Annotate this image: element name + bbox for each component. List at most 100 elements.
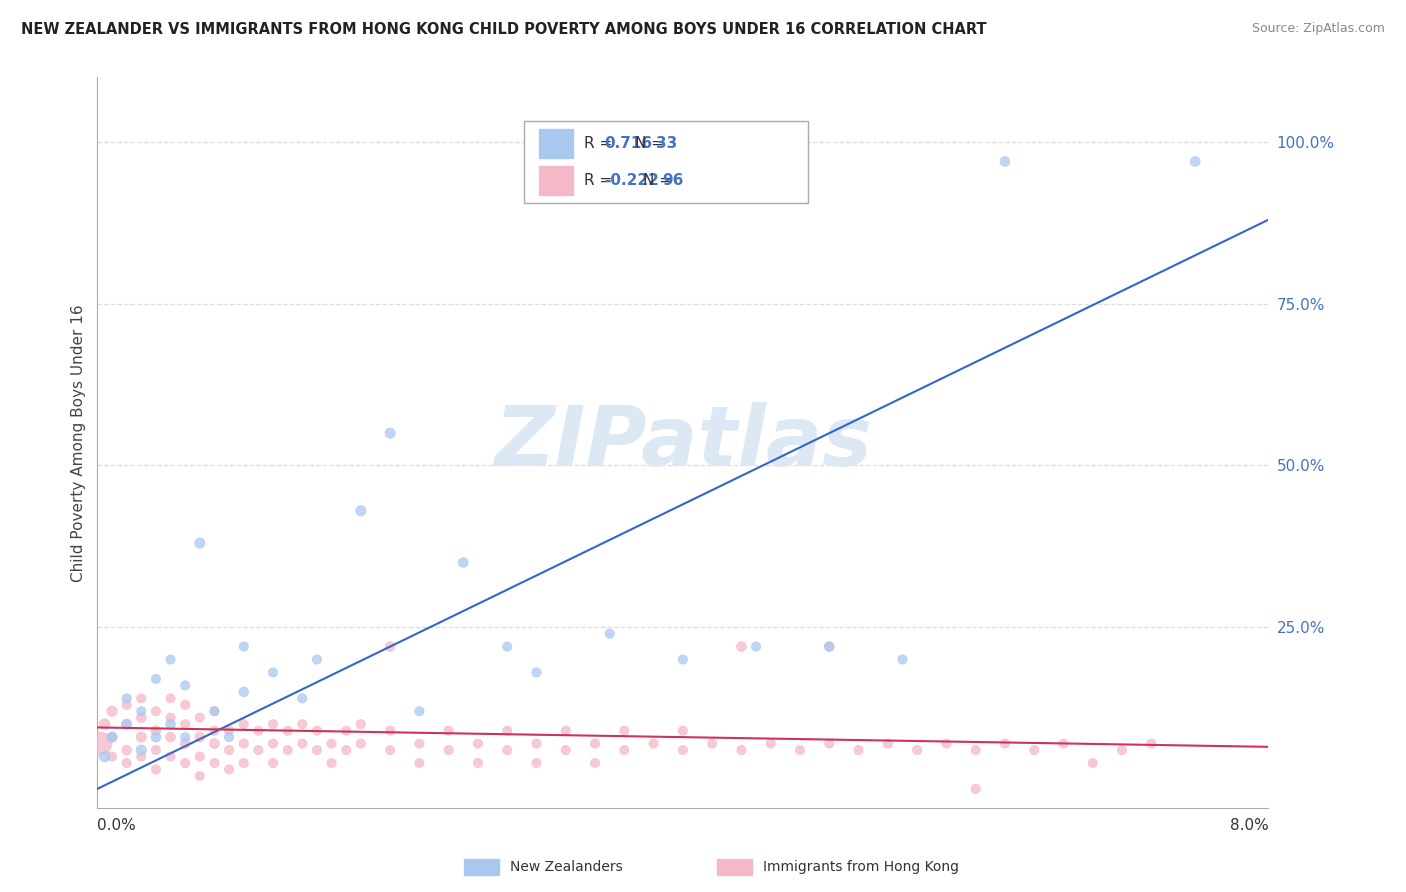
Point bbox=[159, 691, 181, 706]
Text: New Zealanders: New Zealanders bbox=[510, 860, 623, 874]
Point bbox=[554, 723, 576, 738]
Text: R =: R = bbox=[583, 136, 617, 151]
Point bbox=[247, 723, 270, 738]
Point bbox=[204, 704, 226, 718]
Text: 96: 96 bbox=[662, 173, 683, 188]
Point bbox=[232, 685, 254, 699]
Point bbox=[129, 730, 152, 744]
Point bbox=[583, 756, 606, 770]
Point bbox=[247, 743, 270, 757]
Point bbox=[232, 756, 254, 770]
Point bbox=[613, 743, 636, 757]
Point bbox=[1184, 154, 1206, 169]
Point bbox=[305, 723, 328, 738]
Point bbox=[159, 652, 181, 666]
Point bbox=[115, 691, 138, 706]
Point bbox=[350, 737, 373, 751]
Point bbox=[115, 717, 138, 731]
Point bbox=[643, 737, 665, 751]
Point bbox=[145, 704, 167, 718]
Point bbox=[994, 737, 1017, 751]
Point bbox=[526, 737, 548, 751]
Point bbox=[262, 665, 284, 680]
Point bbox=[174, 717, 197, 731]
Point bbox=[335, 723, 357, 738]
Point bbox=[188, 769, 211, 783]
Point bbox=[672, 743, 695, 757]
Point bbox=[218, 763, 240, 777]
Point bbox=[350, 504, 373, 518]
Point bbox=[115, 756, 138, 770]
Point bbox=[378, 426, 401, 441]
Point bbox=[321, 756, 343, 770]
Point bbox=[745, 640, 768, 654]
Point bbox=[437, 743, 460, 757]
Point bbox=[232, 640, 254, 654]
Point bbox=[818, 640, 841, 654]
Point bbox=[188, 749, 211, 764]
Point bbox=[129, 691, 152, 706]
Point bbox=[174, 756, 197, 770]
Point bbox=[145, 723, 167, 738]
Point bbox=[129, 704, 152, 718]
Text: N =: N = bbox=[644, 173, 678, 188]
Point bbox=[554, 743, 576, 757]
Point bbox=[1081, 756, 1104, 770]
Point bbox=[159, 711, 181, 725]
Point bbox=[730, 743, 752, 757]
Point bbox=[204, 704, 226, 718]
Point bbox=[672, 652, 695, 666]
Point bbox=[818, 640, 841, 654]
Point bbox=[218, 743, 240, 757]
Text: -0.222: -0.222 bbox=[603, 173, 658, 188]
Point bbox=[1140, 737, 1163, 751]
Point bbox=[232, 717, 254, 731]
Point bbox=[145, 730, 167, 744]
Point bbox=[496, 743, 519, 757]
Point bbox=[876, 737, 898, 751]
Point bbox=[188, 711, 211, 725]
Point bbox=[174, 678, 197, 692]
Text: ZIPatlas: ZIPatlas bbox=[494, 402, 872, 483]
Point bbox=[159, 717, 181, 731]
Point bbox=[129, 711, 152, 725]
Point bbox=[335, 743, 357, 757]
Point bbox=[453, 556, 475, 570]
Point bbox=[613, 723, 636, 738]
Point bbox=[101, 704, 124, 718]
Point bbox=[378, 743, 401, 757]
Point bbox=[93, 749, 115, 764]
Point bbox=[408, 756, 430, 770]
Point bbox=[599, 626, 621, 640]
Point bbox=[145, 743, 167, 757]
Point bbox=[994, 154, 1017, 169]
Point bbox=[378, 640, 401, 654]
Point bbox=[188, 730, 211, 744]
Point bbox=[496, 723, 519, 738]
Y-axis label: Child Poverty Among Boys Under 16: Child Poverty Among Boys Under 16 bbox=[72, 304, 86, 582]
Point bbox=[965, 743, 987, 757]
Point bbox=[437, 723, 460, 738]
Point bbox=[789, 743, 811, 757]
Point bbox=[129, 743, 152, 757]
Point bbox=[965, 781, 987, 796]
Text: 0.716: 0.716 bbox=[603, 136, 652, 151]
Point bbox=[321, 737, 343, 751]
Text: 0.0%: 0.0% bbox=[97, 818, 136, 833]
Point bbox=[526, 756, 548, 770]
Point bbox=[526, 665, 548, 680]
Point bbox=[174, 730, 197, 744]
Point bbox=[408, 737, 430, 751]
Point bbox=[305, 652, 328, 666]
Point bbox=[204, 737, 226, 751]
Point bbox=[1052, 737, 1074, 751]
Point bbox=[101, 749, 124, 764]
Point bbox=[93, 717, 115, 731]
Point bbox=[905, 743, 928, 757]
Point bbox=[1024, 743, 1046, 757]
Point bbox=[115, 698, 138, 712]
Point bbox=[935, 737, 957, 751]
Point bbox=[218, 723, 240, 738]
Point bbox=[129, 749, 152, 764]
Point bbox=[672, 723, 695, 738]
